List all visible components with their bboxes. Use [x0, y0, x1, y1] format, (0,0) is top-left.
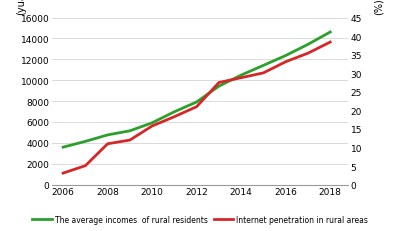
Legend: The average incomes  of rural residents, Internet penetration in rural areas: The average incomes of rural residents, …: [29, 212, 371, 227]
Text: (%): (%): [374, 0, 384, 15]
Text: (yuan): (yuan): [16, 0, 26, 15]
